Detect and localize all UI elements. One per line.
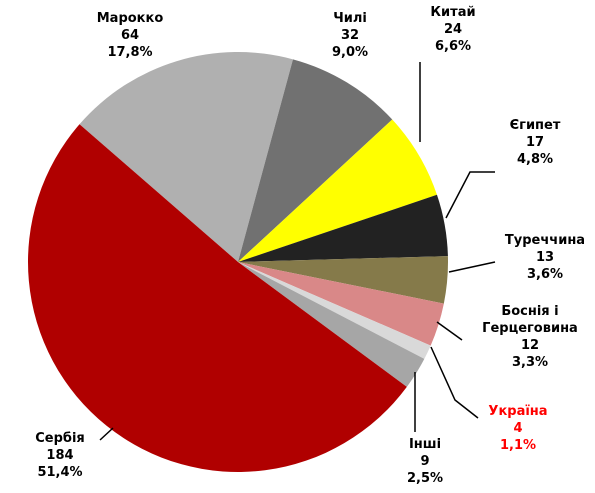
category-name: Україна <box>488 404 548 419</box>
slice-percent: 1,1% <box>499 438 537 453</box>
slice-percent: 3,3% <box>511 355 549 370</box>
category-name: Туреччина <box>504 233 586 248</box>
slice-percent: 6,6% <box>434 39 472 54</box>
slice-value: 32 <box>340 28 360 43</box>
pie-slice <box>238 262 425 387</box>
slice-percent: 4,8% <box>516 152 554 167</box>
category-name: Інші <box>408 437 442 452</box>
slice-label: Марокко 64 17,8% <box>70 10 190 61</box>
category-name: Сербія <box>35 431 85 446</box>
leader-line <box>430 346 479 419</box>
category-name: Чилі <box>333 11 367 26</box>
slice-value: 184 <box>46 448 74 463</box>
slice-percent: 51,4% <box>37 465 83 480</box>
slice-label: Чилі 32 9,0% <box>300 10 400 61</box>
slice-percent: 17,8% <box>107 45 153 60</box>
category-name: Китай <box>430 5 476 20</box>
pie-slice <box>238 256 448 304</box>
slice-value: 4 <box>513 421 523 436</box>
slice-value: 9 <box>420 454 430 469</box>
category-name: Марокко <box>96 11 164 26</box>
pie-slice <box>238 262 444 346</box>
slice-percent: 2,5% <box>406 471 444 486</box>
slice-value: 64 <box>120 28 140 43</box>
slice-percent: 3,6% <box>526 267 564 282</box>
pie-slice <box>238 194 448 262</box>
slice-label: Інші 9 2,5% <box>385 436 465 487</box>
leader-line <box>445 171 495 219</box>
pie-slice <box>238 59 393 263</box>
category-name: Єгипет <box>509 118 561 133</box>
slice-label: Україна 4 1,1% <box>468 403 568 454</box>
pie-slice <box>79 52 293 262</box>
pie-slice <box>238 262 431 359</box>
slice-label: Туреччина 13 3,6% <box>490 232 595 283</box>
slice-value: 17 <box>525 135 545 150</box>
slice-label: Сербія 184 51,4% <box>10 430 110 481</box>
slice-value: 12 <box>520 338 540 353</box>
pie-slice <box>28 124 407 472</box>
slice-label: Єгипет 17 4,8% <box>485 117 585 168</box>
slice-label: Китай 24 6,6% <box>403 4 503 55</box>
slice-value: 13 <box>535 250 555 265</box>
pie-slice <box>238 119 437 262</box>
slice-percent: 9,0% <box>331 45 369 60</box>
category-name: Боснія і Герцеговина <box>482 304 578 336</box>
leader-line <box>448 261 496 273</box>
slice-value: 24 <box>443 22 463 37</box>
leader-line <box>99 427 114 441</box>
slice-label: Боснія і Герцеговина 12 3,3% <box>470 303 590 371</box>
leader-line <box>436 321 463 341</box>
